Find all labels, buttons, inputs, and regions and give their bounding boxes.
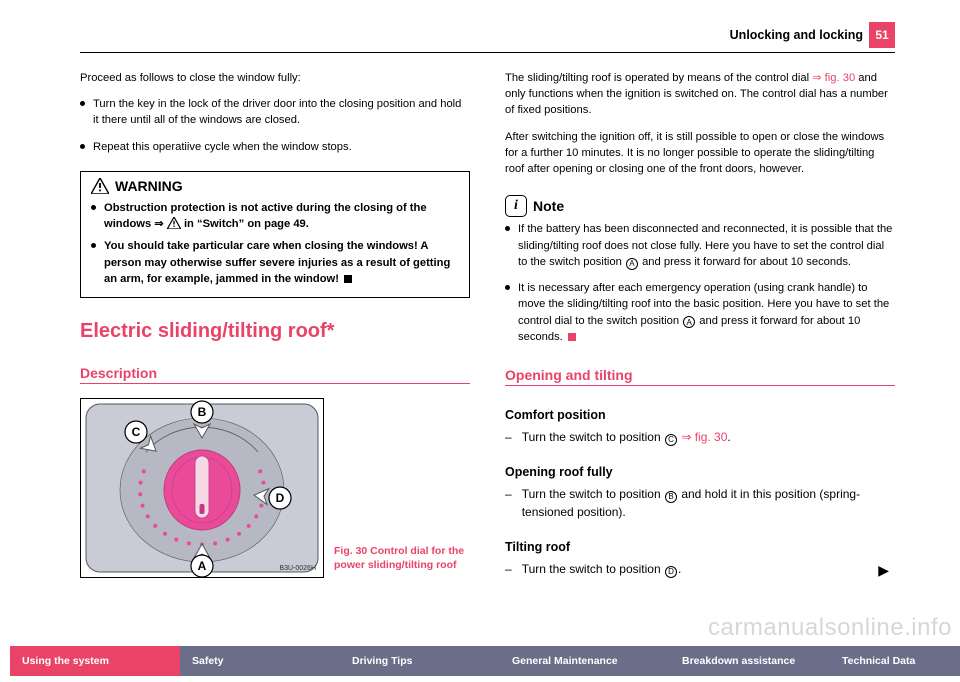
svg-text:C: C <box>132 425 141 439</box>
warning-item: Obstruction protection is not active dur… <box>91 200 459 232</box>
left-column: Proceed as follows to close the window f… <box>80 22 470 620</box>
warning-item: You should take particular care when clo… <box>91 238 459 287</box>
bullet-icon <box>80 144 85 149</box>
ref-badge-d: D <box>665 566 677 578</box>
ref-badge-b: B <box>665 491 677 503</box>
info-icon: i <box>505 195 527 217</box>
bullet-icon <box>80 101 85 106</box>
group-tilting: Tilting roof – Turn the switch to positi… <box>505 532 895 589</box>
step-text: Turn the switch to position C ⇒ fig. 30. <box>522 428 731 447</box>
warning-body: Obstruction protection is not active dur… <box>81 196 469 297</box>
bullet-item: Repeat this operatiive cycle when the wi… <box>80 139 470 155</box>
ref-badge-a: A <box>626 258 638 270</box>
text-fragment: You should take particular care when clo… <box>104 240 450 284</box>
page-number: 51 <box>869 22 895 48</box>
bullet-icon <box>505 285 510 290</box>
footer-tab[interactable]: Safety <box>180 646 340 676</box>
bullet-text: Turn the key in the lock of the driver d… <box>93 96 470 128</box>
figure-image: B C D A B3U-0026H <box>80 398 324 578</box>
figure-link[interactable]: ⇒ fig. 30 <box>812 72 855 84</box>
figure-link[interactable]: ⇒ fig. 30 <box>681 430 727 444</box>
dash-icon: – <box>505 485 512 522</box>
group-comfort: Comfort position – Turn the switch to po… <box>505 400 895 457</box>
warning-text: Obstruction protection is not active dur… <box>104 200 459 232</box>
text-fragment: Turn the switch to position <box>522 430 664 444</box>
header-rule <box>80 52 895 53</box>
ref-badge-a: A <box>683 316 695 328</box>
continue-arrow-icon: ▶ <box>878 560 889 582</box>
group-title: Comfort position <box>505 408 895 422</box>
warning-icon <box>91 178 109 194</box>
note-item: It is necessary after each emergency ope… <box>505 280 895 345</box>
step-text: Turn the switch to position D. <box>522 560 682 579</box>
page-header: Unlocking and locking 51 <box>80 22 895 64</box>
step: – Turn the switch to position C ⇒ fig. 3… <box>505 428 895 447</box>
group-open-fully: Opening roof fully – Turn the switch to … <box>505 457 895 532</box>
text-fragment: . <box>678 562 681 576</box>
footer-tab[interactable]: Technical Data <box>830 646 960 676</box>
svg-text:D: D <box>276 491 285 505</box>
footer-tab[interactable]: Using the system <box>10 646 180 676</box>
footer-tab[interactable]: Breakdown assistance <box>670 646 830 676</box>
warning-label: WARNING <box>115 178 183 194</box>
warning-text: You should take particular care when clo… <box>104 238 459 287</box>
step: – Turn the switch to position D. ▶ <box>505 560 895 579</box>
bullet-icon <box>505 226 510 231</box>
content-area: Proceed as follows to close the window f… <box>80 22 895 620</box>
note-text: If the battery has been disconnected and… <box>518 221 895 270</box>
warning-header: WARNING <box>81 172 469 196</box>
end-marker-icon <box>568 333 576 341</box>
end-marker-icon <box>344 275 352 283</box>
footer-tab[interactable]: General Maintenance <box>500 646 670 676</box>
control-dial-figure: B C D A B3U-0026H <box>80 398 324 578</box>
figure-caption: Fig. 30 Control dial for the power slidi… <box>334 544 470 578</box>
page: Proceed as follows to close the window f… <box>0 0 960 682</box>
note-header: i Note <box>505 195 895 217</box>
paragraph: The sliding/tilting roof is operated by … <box>505 70 895 119</box>
paragraph: After switching the ignition off, it is … <box>505 129 895 178</box>
text-fragment: in “Switch” on page 49. <box>184 218 309 230</box>
text-fragment: . <box>727 430 730 444</box>
dash-icon: – <box>505 560 512 579</box>
note-label: Note <box>533 198 564 214</box>
right-column: The sliding/tilting roof is operated by … <box>505 22 895 620</box>
dash-icon: – <box>505 428 512 447</box>
bullet-text: Repeat this operatiive cycle when the wi… <box>93 139 352 155</box>
warning-ref-icon <box>167 217 181 229</box>
text-fragment: and press it forward for about 10 second… <box>639 256 851 268</box>
svg-text:A: A <box>198 559 207 573</box>
bullet-icon <box>91 243 96 248</box>
section-title: Electric sliding/tilting roof* <box>80 320 470 343</box>
watermark: carmanualsonline.info <box>708 614 952 642</box>
warning-box: WARNING Obstruction protection is not ac… <box>80 171 470 298</box>
footer-nav: Using the systemSafetyDriving TipsGenera… <box>0 646 960 676</box>
figure-row: B C D A B3U-0026H Fig. 30 Control dial for t… <box>80 398 470 578</box>
bullet-item: Turn the key in the lock of the driver d… <box>80 96 470 128</box>
step-text: Turn the switch to position B and hold i… <box>522 485 895 522</box>
text-fragment: Turn the switch to position <box>522 562 664 576</box>
intro-text: Proceed as follows to close the window f… <box>80 70 470 86</box>
note-text: It is necessary after each emergency ope… <box>518 280 895 345</box>
group-title: Opening roof fully <box>505 465 895 479</box>
svg-text:B3U-0026H: B3U-0026H <box>279 565 316 572</box>
text-fragment: The sliding/tilting roof is operated by … <box>505 72 812 84</box>
group-title: Tilting roof <box>505 540 895 554</box>
footer-tab[interactable]: Driving Tips <box>340 646 500 676</box>
subhead-description: Description <box>80 365 470 384</box>
step: – Turn the switch to position B and hold… <box>505 485 895 522</box>
section-name: Unlocking and locking <box>730 28 863 42</box>
bullet-icon <box>91 205 96 210</box>
svg-text:B: B <box>198 405 207 419</box>
text-fragment: Turn the switch to position <box>522 487 664 501</box>
note-item: If the battery has been disconnected and… <box>505 221 895 270</box>
subhead-opening: Opening and tilting <box>505 367 895 386</box>
ref-badge-c: C <box>665 434 677 446</box>
